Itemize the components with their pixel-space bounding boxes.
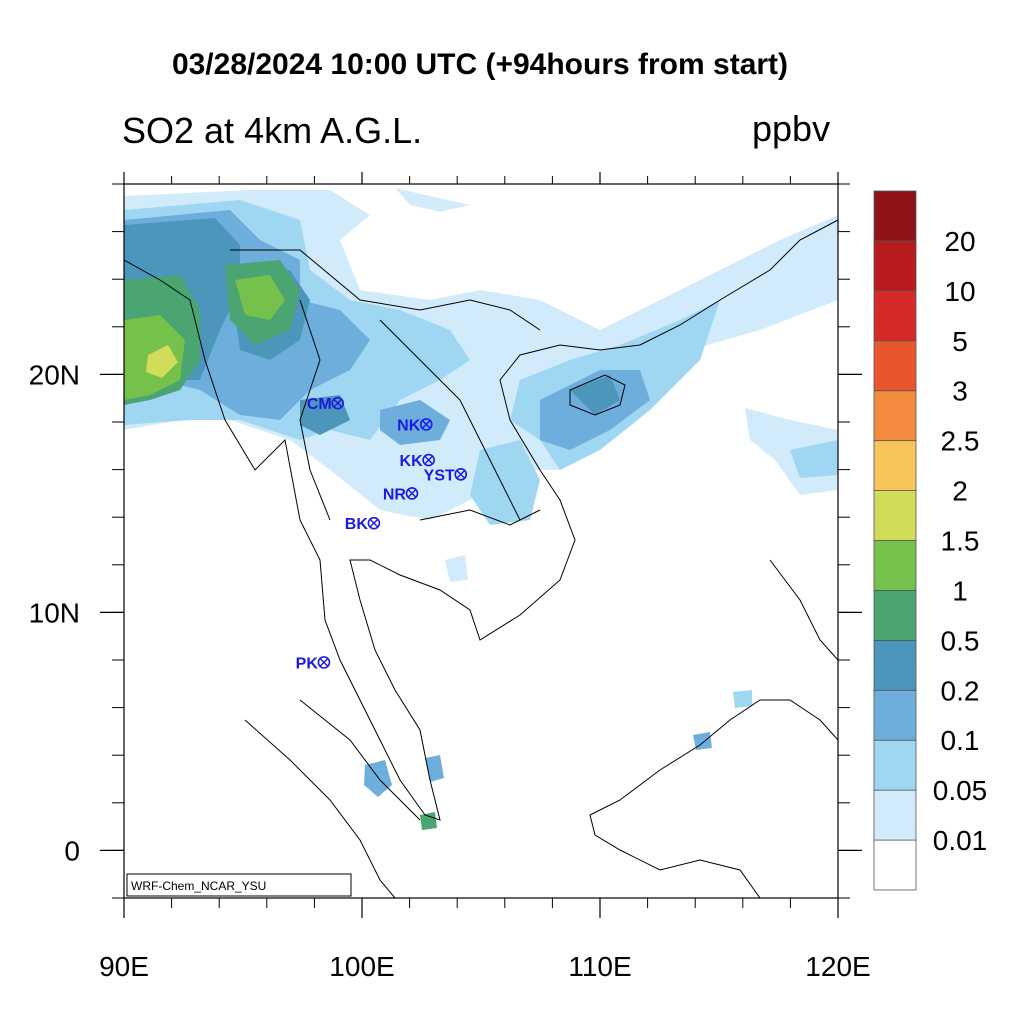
border-china — [230, 249, 541, 331]
colorbar-swatch — [873, 390, 917, 442]
colorbar-label: 0.5 — [941, 625, 980, 656]
colorbar-swatch — [873, 789, 917, 841]
colorbar-label: 0.1 — [941, 725, 980, 756]
colorbar-label: 2.5 — [941, 426, 980, 457]
station-marker-icon — [317, 656, 331, 669]
lat-tick-label: 10N — [29, 597, 80, 628]
axis-ticks: 90E 100E 110E 120E 20N 10N 0 — [29, 172, 871, 982]
lon-tick-label: 100E — [329, 951, 394, 982]
colorbar-label: 0.01 — [933, 825, 988, 856]
station-marker-icon — [419, 418, 433, 431]
colorbar-swatch — [873, 839, 917, 891]
station-marker-icon — [454, 468, 468, 481]
colorbar-swatch — [873, 190, 917, 242]
plume-darker-c — [300, 395, 350, 435]
colorbar-label: 20 — [944, 226, 975, 257]
station-cross — [424, 455, 434, 465]
station-label: BK — [345, 516, 369, 533]
station-cm: CM — [307, 396, 345, 413]
colorbar-label: 0.2 — [941, 675, 980, 706]
border-laos — [379, 319, 521, 521]
colorbar-label: 1.5 — [941, 526, 980, 557]
station-label: NR — [383, 486, 407, 503]
border-myanmar-thai — [299, 299, 331, 521]
station-cross — [407, 489, 417, 498]
plume-mid-south — [470, 440, 540, 525]
station-nr: NR — [383, 486, 419, 503]
plume-darker-d — [570, 375, 620, 415]
station-pk: PK — [296, 655, 331, 672]
station-cross — [333, 398, 343, 408]
colorbar-label: 10 — [944, 276, 975, 307]
station-cross — [319, 657, 329, 667]
colorbar-swatch — [873, 639, 917, 691]
colorbar-swatch — [873, 490, 917, 541]
colorbar-swatch — [873, 689, 917, 741]
lat-tick-label: 0 — [64, 835, 80, 866]
plume-gulf — [445, 555, 468, 582]
station-label: YST — [424, 467, 455, 484]
station-label: KK — [400, 453, 424, 470]
colorbar-swatch — [873, 240, 917, 292]
station-bk: BK — [345, 516, 381, 533]
lon-tick-label: 110E — [568, 951, 631, 982]
coast-sumatra-b — [299, 699, 421, 821]
plume-singapore — [420, 812, 437, 830]
coast-mainland — [124, 219, 838, 821]
map-frame — [123, 183, 839, 899]
lon-tick-label: 120E — [805, 951, 870, 982]
border-thai-cambodia — [419, 509, 541, 526]
station-marker-icon — [405, 487, 419, 500]
credit-text: WRF-Chem_NCAR_YSU — [131, 879, 266, 893]
colorbar-label: 5 — [952, 326, 968, 357]
station-cross — [421, 419, 431, 429]
plume-malay — [425, 755, 444, 782]
plume-borneo — [693, 732, 712, 750]
station-nk: NK — [397, 417, 433, 434]
colorbar-swatch — [873, 290, 917, 342]
credit-box — [126, 873, 352, 897]
colorbar-label: 2 — [952, 476, 968, 507]
lat-tick-label: 20N — [29, 359, 80, 390]
plume-lightgreen-b — [235, 275, 285, 320]
station-kk: KK — [400, 453, 435, 470]
colorbar-swatch — [873, 739, 917, 791]
plume-sumatra — [364, 760, 392, 797]
colorbar-label: 1 — [952, 575, 968, 606]
plume-borneo-b — [733, 690, 752, 708]
plume-yellow — [146, 345, 178, 378]
station-label: NK — [397, 417, 421, 434]
coast-sumatra — [244, 719, 396, 898]
plume-mid-east2 — [790, 440, 838, 478]
plume-dark-laos — [380, 400, 450, 445]
so2-field — [124, 188, 838, 830]
station-label: PK — [296, 655, 319, 672]
coast-borneo — [589, 699, 838, 898]
station-marker-icon — [422, 453, 435, 467]
station-marker-icon — [331, 396, 345, 410]
chart-title: 03/28/2024 10:00 UTC (+94hours from star… — [171, 48, 789, 81]
plume-patch — [395, 188, 470, 212]
units-label: ppbv — [752, 108, 831, 149]
station-yst: YST — [424, 467, 468, 484]
station-label: CM — [307, 396, 332, 413]
coastlines — [124, 219, 838, 898]
variable-subtitle: SO2 at 4km A.G.L. — [122, 110, 423, 151]
lon-tick-label: 90E — [99, 951, 149, 982]
colorbar-swatch — [873, 340, 917, 392]
colorbar: 0.01 0.05 0.1 0.2 0.5 1 1.5 2 2.5 3 5 10 20 — [873, 190, 988, 891]
station-cross — [369, 518, 379, 528]
station-marker-icon — [367, 516, 381, 530]
colorbar-swatch — [873, 540, 917, 591]
colorbar-swatch — [873, 590, 917, 641]
coast-hainan — [569, 374, 626, 416]
colorbar-swatch — [873, 440, 917, 491]
station-cross — [456, 469, 466, 479]
colorbar-label: 0.05 — [933, 775, 988, 806]
colorbar-label: 3 — [952, 376, 968, 407]
model-credit: WRF-Chem_NCAR_YSU — [126, 873, 352, 897]
coast-philippines — [769, 559, 838, 661]
